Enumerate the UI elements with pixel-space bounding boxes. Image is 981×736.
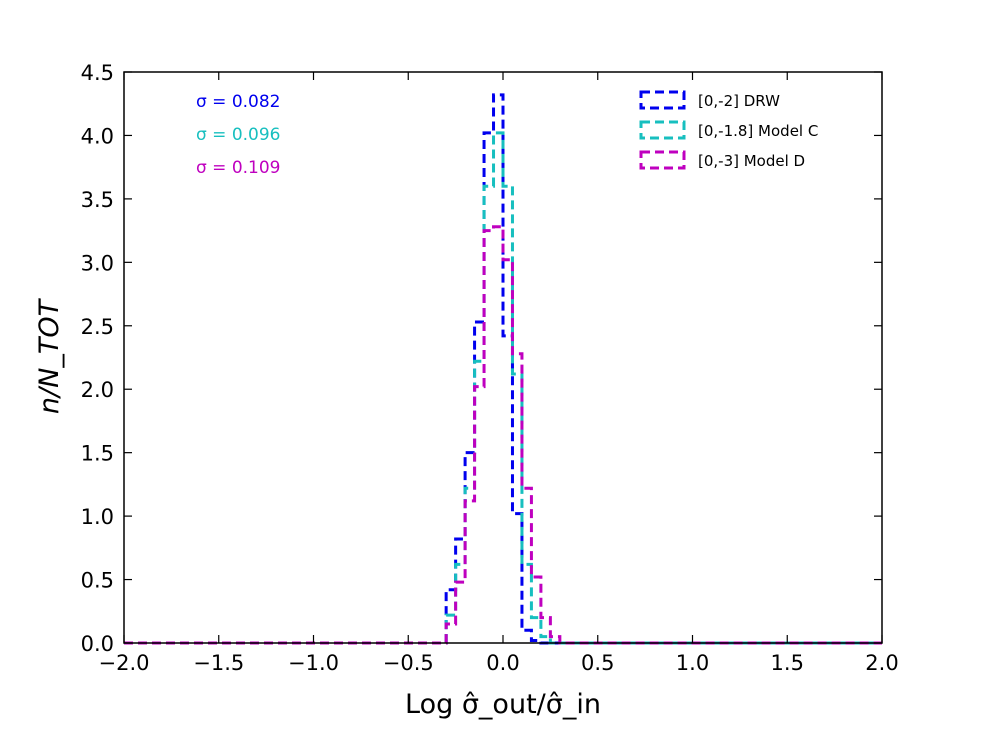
y-axis: 0.0 0.5 1.0 1.5 2.0 2.5 3.0 3.5 4.0 4.5 [81, 61, 882, 656]
y-tick-label: 4.5 [81, 61, 114, 85]
legend-swatch-3 [639, 150, 686, 170]
sigma-annotation-3: σ = 0.109 [196, 158, 281, 178]
y-tick-label: 3.5 [81, 188, 114, 212]
x-tick-label: −0.5 [383, 651, 434, 675]
y-tick-label: 3.0 [81, 251, 114, 275]
x-tick-label: −1.0 [288, 651, 339, 675]
x-tick-label: 0.0 [486, 651, 519, 675]
x-tick-label: −2.0 [99, 651, 150, 675]
legend-label-2: [0,-1.8] Model C [698, 122, 818, 140]
legend: [0,-2] DRW [0,-1.8] Model C [0,-3] Model D [639, 90, 818, 170]
sigma-annotations: σ = 0.082 σ = 0.096 σ = 0.109 [196, 92, 281, 178]
x-axis: −2.0 −1.5 −1.0 −0.5 0.0 0.5 1.0 1.5 2.0 [99, 72, 899, 675]
y-tick-label: 4.0 [81, 124, 114, 148]
x-tick-label: −1.5 [193, 651, 244, 675]
y-tick-label: 1.5 [81, 442, 114, 466]
x-tick-label: 1.0 [676, 651, 709, 675]
series-layer [124, 93, 882, 645]
y-tick-label: 2.5 [81, 315, 114, 339]
x-tick-label: 1.5 [771, 651, 804, 675]
x-tick-label: 2.0 [865, 651, 898, 675]
y-tick-label: 1.0 [81, 505, 114, 529]
legend-label-1: [0,-2] DRW [698, 92, 780, 110]
y-tick-label: 0.0 [81, 632, 114, 656]
y-tick-label: 2.0 [81, 378, 114, 402]
x-axis-title: Log σ̂_out/σ̂_in [405, 689, 601, 720]
y-axis-title: n/N_TOT [34, 297, 65, 414]
legend-swatch-1 [639, 90, 686, 110]
series-2-histogram [124, 131, 882, 645]
legend-swatch-2 [639, 120, 686, 140]
x-tick-label: 0.5 [581, 651, 614, 675]
y-tick-label: 0.5 [81, 569, 114, 593]
series-1-histogram [124, 93, 882, 645]
sigma-annotation-1: σ = 0.082 [196, 92, 281, 112]
legend-label-3: [0,-3] Model D [698, 152, 805, 170]
series-3-histogram [124, 225, 882, 645]
sigma-annotation-2: σ = 0.096 [196, 125, 281, 145]
